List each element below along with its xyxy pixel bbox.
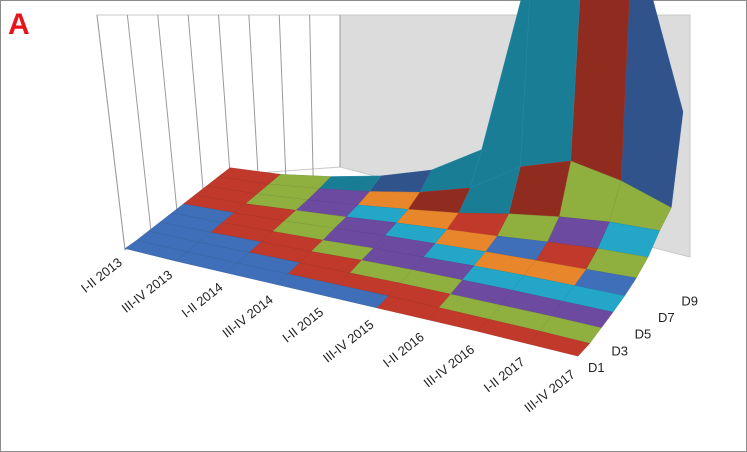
gridline: [126, 14, 153, 240]
x-tick-label: I-II 2014: [179, 279, 226, 320]
gridline: [187, 14, 207, 219]
y-tick-label: D7: [658, 310, 675, 325]
x-tick-label: III-IV 2016: [421, 342, 478, 391]
gridline: [96, 14, 126, 251]
gridline: [278, 14, 287, 188]
gridline: [248, 14, 260, 199]
x-tick-label: III-IV 2013: [119, 267, 176, 316]
x-tick-label: III-IV 2015: [320, 317, 377, 366]
x-tick-label: I-II 2015: [279, 304, 326, 345]
surface-patch: [124, 239, 188, 262]
y-tick-label: D5: [635, 327, 652, 342]
surface-plot: [124, 0, 684, 357]
gridline: [157, 14, 180, 230]
x-tick-label: I-II 2017: [481, 354, 528, 395]
x-tick-label: III-IV 2017: [521, 367, 578, 416]
panel-label: A: [8, 8, 30, 41]
chart-gridlines: [96, 14, 341, 251]
y-tick-label: D9: [681, 293, 698, 308]
y-axis-labels: D1 D3 D5 D7 D9: [588, 293, 698, 375]
x-tick-label: III-IV 2014: [219, 292, 276, 341]
x-tick-label: I-II 2013: [78, 255, 125, 296]
y-tick-label: D3: [611, 343, 628, 358]
y-tick-label: D1: [588, 360, 605, 375]
gridline: [309, 14, 314, 178]
x-tick-label: I-II 2016: [380, 329, 427, 370]
